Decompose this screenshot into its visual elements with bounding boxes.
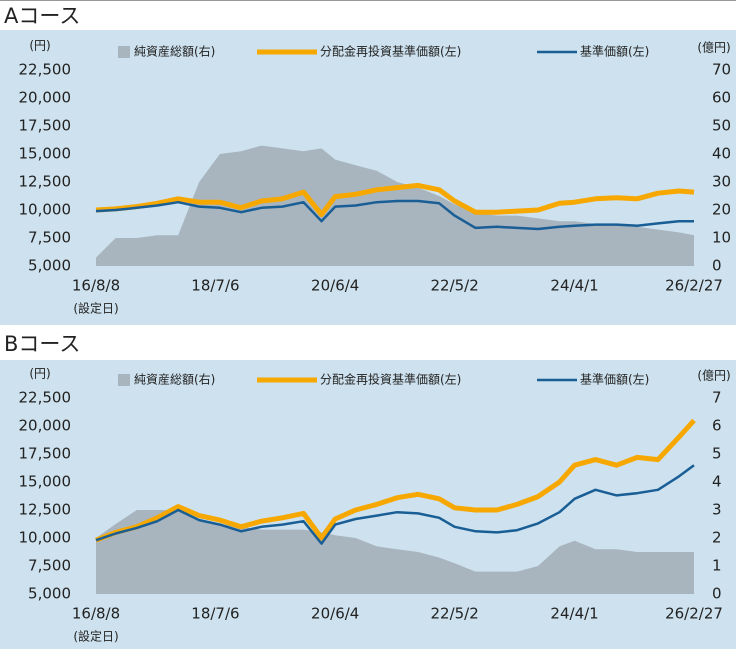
y2-tick-label: 0 [712,585,722,603]
y2-tick-label: 7 [712,389,722,407]
x-tick-label: 18/7/6 [191,277,239,295]
y-tick-label: 12,500 [19,501,72,519]
x-tick-label: 18/7/6 [191,605,239,623]
net-assets-area [96,145,694,266]
y2-tick-label: 60 [712,89,731,107]
y-tick-label: 7,500 [28,557,71,575]
x-annotation: (設定日) [73,629,118,644]
y-tick-label: 7,500 [28,229,71,247]
price-line [95,464,695,545]
y2-tick-label: 50 [712,117,731,135]
y2-tick-label: 10 [712,229,731,247]
y-axis-label: (円) [29,39,50,53]
y-tick-label: 22,500 [19,61,72,79]
x-tick-label: 20/6/4 [311,277,359,295]
y-tick-label: 17,500 [19,445,72,463]
legend-label: 基準価額(左) [580,44,649,59]
y-tick-label: 10,000 [19,201,72,219]
y-tick-label: 22,500 [19,389,72,407]
y-tick-label: 15,000 [19,473,72,491]
price-line [95,182,695,217]
legend-label: 純資産総額(右) [134,44,215,59]
y2-tick-label: 3 [712,501,722,519]
y2-axis-label: (億円) [697,369,730,383]
y2-tick-label: 70 [712,61,731,79]
panel-title: Aコース [4,4,80,28]
x-tick-label: 24/4/1 [550,605,598,623]
panel-title: Bコース [4,332,80,356]
price-line [95,418,696,543]
x-tick-label: 16/8/8 [72,605,120,623]
y2-tick-label: 6 [712,417,722,435]
y-tick-label: 5,000 [28,257,71,275]
y-tick-label: 20,000 [19,417,72,435]
y-tick-label: 10,000 [19,529,72,547]
y2-tick-label: 1 [712,557,722,575]
y-tick-label: 15,000 [19,145,72,163]
legend-label: 分配金再投資基準価額(左) [320,372,461,387]
y-tick-label: 12,500 [19,173,72,191]
x-tick-label: 26/2/27 [665,605,723,623]
legend-label: 基準価額(左) [580,372,649,387]
y-axis-label: (円) [29,367,50,381]
legend-label: 分配金再投資基準価額(左) [320,44,461,59]
x-tick-label: 16/8/8 [72,277,120,295]
x-tick-label: 24/4/1 [550,277,598,295]
x-tick-label: 22/5/2 [430,605,478,623]
legend-swatch [118,374,130,386]
y2-tick-label: 4 [712,473,722,491]
price-line [95,199,694,231]
x-annotation: (設定日) [73,301,118,316]
x-tick-label: 20/6/4 [311,605,359,623]
x-tick-label: 22/5/2 [430,277,478,295]
y2-tick-label: 20 [712,201,731,219]
y-tick-label: 5,000 [28,585,71,603]
y2-tick-label: 0 [712,257,722,275]
y2-axis-label: (億円) [697,41,730,55]
y2-tick-label: 40 [712,145,731,163]
y-tick-label: 20,000 [19,89,72,107]
y2-tick-label: 5 [712,445,722,463]
y-tick-label: 17,500 [19,117,72,135]
y2-tick-label: 30 [712,173,731,191]
legend-swatch [118,46,130,58]
y2-tick-label: 2 [712,529,722,547]
legend-label: 純資産総額(右) [134,372,215,387]
x-tick-label: 26/2/27 [665,277,723,295]
